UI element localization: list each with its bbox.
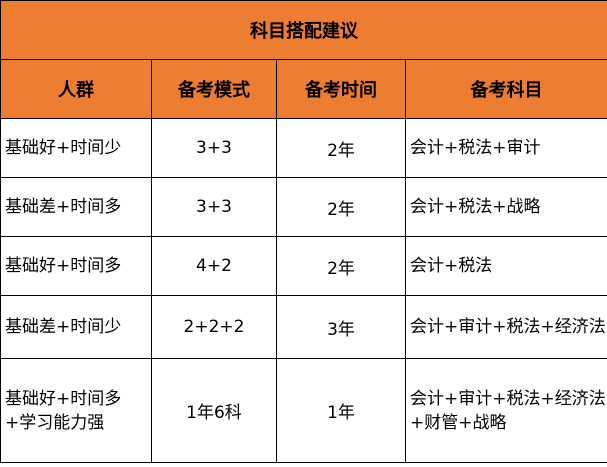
cell-mode: 1年6科: [151, 358, 277, 463]
cell-mode: 2+2+2: [151, 295, 277, 359]
header-time: 备考时间: [276, 59, 406, 119]
cell-group: 基础差+时间少: [0, 295, 152, 359]
cell-subjects: 会计+审计+税法+经济法: [405, 295, 607, 359]
cell-time: 2年: [276, 118, 406, 178]
header-subjects: 备考科目: [405, 59, 607, 119]
cell-group: 基础好+时间多: [0, 236, 152, 296]
cell-subjects: 会计+审计+税法+经济法+财管+战略: [405, 358, 607, 463]
cell-time: 3年: [276, 295, 406, 359]
cell-subjects: 会计+税法: [405, 236, 607, 296]
cell-time: 2年: [276, 236, 406, 296]
table-row: 基础差+时间多 3+3 2年 会计+税法+战略: [0, 177, 607, 237]
cell-time: 1年: [276, 358, 406, 463]
table-title: 科目搭配建议: [0, 0, 607, 60]
table-row: 基础差+时间少 2+2+2 3年 会计+审计+税法+经济法: [0, 295, 607, 359]
header-mode: 备考模式: [151, 59, 277, 119]
cell-mode: 3+3: [151, 118, 277, 178]
cell-group: 基础好+时间多+学习能力强: [0, 358, 152, 463]
header-group: 人群: [0, 59, 152, 119]
cell-group: 基础好+时间少: [0, 118, 152, 178]
cell-time: 2年: [276, 177, 406, 237]
cell-group: 基础差+时间多: [0, 177, 152, 237]
cell-subjects: 会计+税法+审计: [405, 118, 607, 178]
table-row: 基础好+时间多+学习能力强 1年6科 1年 会计+审计+税法+经济法+财管+战略: [0, 358, 607, 463]
cell-mode: 4+2: [151, 236, 277, 296]
table-row: 基础好+时间多 4+2 2年 会计+税法: [0, 236, 607, 296]
cell-mode: 3+3: [151, 177, 277, 237]
cell-subjects: 会计+税法+战略: [405, 177, 607, 237]
table-row: 基础好+时间少 3+3 2年 会计+税法+审计: [0, 118, 607, 178]
